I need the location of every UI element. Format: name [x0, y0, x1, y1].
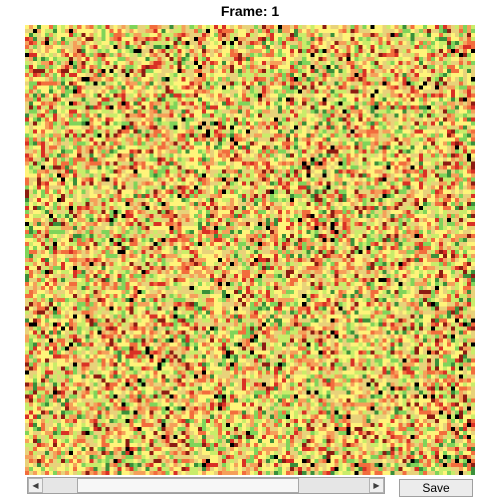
scroll-thumb[interactable] — [77, 478, 299, 493]
save-button[interactable]: Save — [399, 479, 473, 497]
scroll-right-arrow-icon[interactable]: ▶ — [369, 478, 384, 493]
scroll-left-arrow-icon[interactable]: ◀ — [28, 478, 43, 493]
frame-title: Frame: 1 — [220, 3, 280, 19]
frame-scrollbar[interactable]: ◀ ▶ — [27, 477, 385, 494]
noise-heatmap — [25, 25, 475, 475]
